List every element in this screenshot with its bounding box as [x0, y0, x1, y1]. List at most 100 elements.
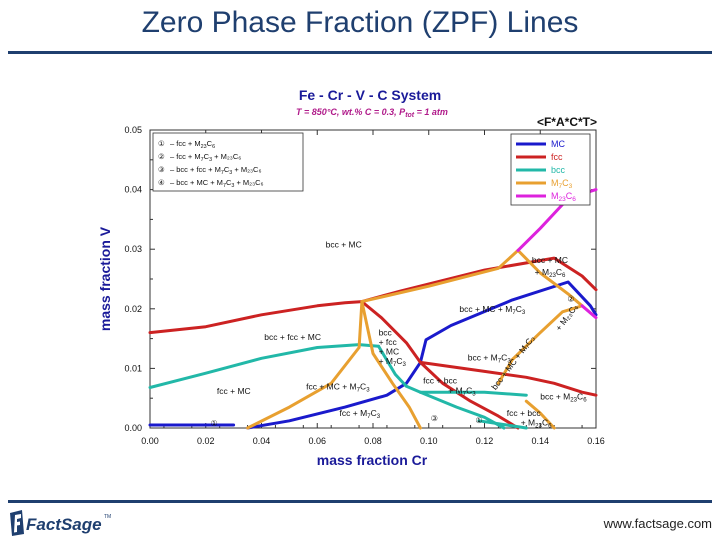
note-text-text: C: [207, 139, 213, 148]
note-text-text: – bcc + MC + M: [170, 178, 223, 187]
region-label-text: + M: [535, 267, 549, 277]
x-tick-label: 0.14: [531, 436, 549, 446]
region-label-sub: 7: [367, 413, 371, 420]
region-label: fcc + bcc: [507, 408, 542, 418]
note-text-text: + M₂₃C₆: [232, 165, 261, 174]
note-text-sub: 3: [209, 157, 212, 163]
region-label-text: C: [371, 408, 377, 418]
note-number: ②: [158, 152, 165, 161]
region-label: + M23C6: [521, 418, 552, 430]
legend-label: MC: [551, 139, 565, 149]
region-label: + M7C3: [448, 385, 476, 397]
region-label-text: + fcc: [379, 337, 398, 347]
legend-label-sub: 23: [559, 196, 567, 203]
note-text-sub: 3: [231, 183, 234, 189]
y-tick-label: 0.02: [124, 304, 142, 314]
title-divider: [8, 51, 712, 54]
series-line-m7c3: [360, 248, 520, 304]
point-marker: ①: [475, 416, 482, 425]
region-label-text: + M: [448, 385, 462, 395]
note-text-text: – bcc + fcc + M: [170, 165, 221, 174]
slide-title: Zero Phase Fraction (ZPF) Lines: [141, 6, 579, 39]
legend-label-text: C: [562, 178, 569, 188]
note-number: ①: [158, 139, 165, 148]
series-line-fcc: [418, 360, 520, 430]
region-label-sub: 7: [463, 390, 467, 397]
x-tick-label: 0.08: [364, 436, 382, 446]
note-number: ③: [158, 165, 165, 174]
region-label-text: bcc: [379, 328, 393, 338]
chart-subtitle-main: T = 850°C, wt.% C = 0.3, P: [296, 107, 406, 117]
note-text-sub: 3: [229, 170, 232, 176]
legend-label: M7C3: [551, 178, 573, 190]
legend-label-text: bcc: [551, 165, 566, 175]
axis-code-label: <F*A*C*T>: [537, 115, 597, 129]
region-label-text: + MC: [379, 347, 400, 357]
note-text: – fcc + M7C3 + M₂₃C₆: [170, 152, 241, 163]
point-marker: ①: [211, 419, 218, 428]
series-lines: [148, 188, 598, 430]
series-line-fcc: [148, 300, 364, 335]
region-label: bcc + MC: [326, 239, 362, 249]
logo-text: FactSage: [26, 515, 102, 534]
logo-emblem-icon: [10, 510, 24, 536]
y-tick-label: 0.01: [124, 363, 142, 373]
region-label-text: C: [556, 267, 562, 277]
legend-label: bcc: [551, 165, 566, 175]
region-label-text: bcc + MC: [326, 239, 362, 249]
logo-trademark: TM: [104, 514, 111, 520]
legend-label: M23C6: [551, 191, 576, 203]
notes-list: ① – fcc + M23C6 ② – fcc + M7C3 + M₂₃C₆ ③ – bc…: [158, 139, 264, 189]
note-text-text: + M₂₃C₆: [212, 152, 241, 161]
chart-subtitle-tail: = 1 atm: [414, 107, 448, 117]
note-text-sub: 7: [223, 183, 226, 189]
note-text-sub: 7: [221, 170, 224, 176]
region-label-sub: 7: [357, 386, 361, 393]
note-text-sub: 6: [212, 144, 215, 150]
series-line-fcc: [418, 360, 598, 397]
region-label-text: bcc + MC + M: [459, 304, 512, 314]
x-tick-label: 0.00: [141, 436, 159, 446]
region-label-sub: 3: [522, 309, 526, 316]
x-tick-label: 0.10: [420, 436, 438, 446]
region-label-sub: 3: [472, 390, 476, 397]
y-axis-label: mass fraction V: [97, 226, 113, 331]
region-label: + fcc: [379, 337, 398, 347]
region-label-sub: 6: [548, 423, 552, 430]
region-label: bcc + M7C3: [468, 353, 512, 365]
point-marker: ②: [567, 295, 574, 304]
region-label-text: bcc + M: [540, 391, 570, 401]
y-tick-label: 0.00: [124, 423, 142, 433]
region-label-text: C: [516, 304, 522, 314]
note-text-text: – fcc + M: [170, 139, 201, 148]
region-label-text: fcc + bcc: [423, 375, 458, 385]
region-label: bcc + M23C6: [540, 391, 587, 403]
region-label-text: fcc + M: [340, 408, 368, 418]
note-text-sub: 23: [201, 144, 207, 150]
region-label: bcc + MC: [532, 255, 568, 265]
region-label: fcc + MC: [217, 386, 251, 396]
legend-label-text: MC: [551, 139, 565, 149]
series-line-m23c6: [580, 304, 598, 320]
note-number: ④: [158, 178, 165, 187]
axis-ticks: 0.00 0.02 0.04 0.06 0.08 0.10 0.12 0.14 0.16 0.00…: [124, 125, 604, 446]
note-text-sub: 7: [201, 157, 204, 163]
region-label-sub: 6: [583, 396, 587, 403]
region-label-sub: 7: [498, 358, 502, 365]
y-tick-label: 0.03: [124, 244, 142, 254]
footer-url[interactable]: www.factsage.com: [603, 516, 712, 531]
series-line-bcc: [477, 419, 528, 430]
region-label-text: C: [501, 353, 507, 363]
x-tick-label: 0.16: [587, 436, 605, 446]
region-label: fcc + M7C3: [340, 408, 381, 420]
region-label: bcc + fcc + MC: [264, 332, 321, 342]
region-label-sub: 23: [535, 423, 542, 430]
region-label-sub: 7: [512, 309, 516, 316]
series-line-m7c3: [524, 399, 556, 430]
region-label-text: C: [360, 381, 366, 391]
series-line-m7c3: [516, 248, 584, 308]
